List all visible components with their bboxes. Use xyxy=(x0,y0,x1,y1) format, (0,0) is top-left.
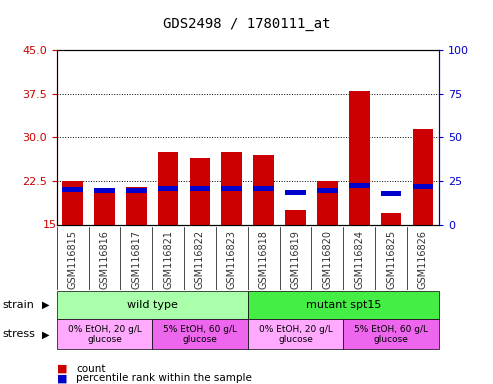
Text: mutant spt15: mutant spt15 xyxy=(306,300,381,310)
Text: stress: stress xyxy=(2,329,35,339)
Text: GSM116818: GSM116818 xyxy=(259,230,269,289)
Text: ▶: ▶ xyxy=(41,329,49,339)
Bar xyxy=(317,188,338,193)
Bar xyxy=(158,187,178,191)
Bar xyxy=(158,152,178,225)
Text: GSM116816: GSM116816 xyxy=(100,230,109,289)
Bar xyxy=(413,184,433,189)
Bar xyxy=(253,155,274,225)
Text: percentile rank within the sample: percentile rank within the sample xyxy=(76,373,252,383)
Bar xyxy=(94,188,115,193)
Text: GSM116820: GSM116820 xyxy=(322,230,332,289)
Bar xyxy=(221,152,242,225)
Text: ▶: ▶ xyxy=(41,300,49,310)
Text: 15: 15 xyxy=(43,220,57,230)
Bar xyxy=(317,181,338,225)
Text: count: count xyxy=(76,364,106,374)
Bar xyxy=(126,187,146,225)
Text: GSM116821: GSM116821 xyxy=(163,230,173,289)
Text: wild type: wild type xyxy=(127,300,177,310)
Bar xyxy=(62,181,83,225)
Text: GSM116825: GSM116825 xyxy=(386,230,396,289)
Text: GSM116823: GSM116823 xyxy=(227,230,237,289)
Text: GSM116815: GSM116815 xyxy=(68,230,77,289)
Bar xyxy=(126,188,146,193)
Bar xyxy=(413,129,433,225)
Bar xyxy=(253,187,274,191)
Bar xyxy=(349,183,370,188)
Bar xyxy=(285,190,306,195)
Text: 0% EtOH, 20 g/L
glucose: 0% EtOH, 20 g/L glucose xyxy=(258,325,332,344)
Text: GSM116822: GSM116822 xyxy=(195,230,205,289)
Text: GSM116824: GSM116824 xyxy=(354,230,364,289)
Bar xyxy=(381,213,401,225)
Bar xyxy=(190,187,211,191)
Bar xyxy=(221,187,242,191)
Bar xyxy=(285,210,306,225)
Text: GSM116817: GSM116817 xyxy=(131,230,141,289)
Bar xyxy=(94,190,115,225)
Text: GDS2498 / 1780111_at: GDS2498 / 1780111_at xyxy=(163,17,330,31)
Bar xyxy=(381,191,401,195)
Text: 0% EtOH, 20 g/L
glucose: 0% EtOH, 20 g/L glucose xyxy=(68,325,141,344)
Text: 5% EtOH, 60 g/L
glucose: 5% EtOH, 60 g/L glucose xyxy=(163,325,237,344)
Bar xyxy=(349,91,370,225)
Text: strain: strain xyxy=(2,300,35,310)
Bar xyxy=(190,158,211,225)
Text: 5% EtOH, 60 g/L
glucose: 5% EtOH, 60 g/L glucose xyxy=(354,325,428,344)
Bar xyxy=(62,187,83,192)
Text: GSM116819: GSM116819 xyxy=(290,230,301,289)
Text: ■: ■ xyxy=(57,364,67,374)
Text: ■: ■ xyxy=(57,373,67,383)
Text: GSM116826: GSM116826 xyxy=(418,230,428,289)
